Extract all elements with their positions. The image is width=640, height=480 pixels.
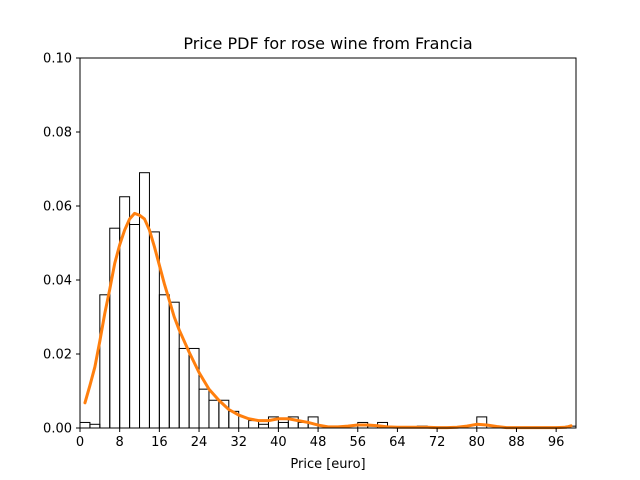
chart-title: Price PDF for rose wine from Francia: [183, 34, 472, 53]
y-tick-label: 0.04: [43, 274, 72, 289]
x-tick-label: 0: [76, 435, 84, 450]
axis-ticks: 0 8 16 24 32 40 48 56 64 72 80 88 96 0.00 0.02 0.04 0.06…: [43, 52, 564, 451]
x-tick-label: 64: [389, 435, 406, 450]
y-tick-label: 0.00: [43, 422, 72, 437]
x-tick-label: 72: [429, 435, 446, 450]
kde-curve: [83, 211, 573, 430]
x-tick-label: 56: [349, 435, 366, 450]
x-tick-label: 24: [191, 435, 208, 450]
x-tick-label: 32: [230, 435, 247, 450]
x-tick-label: 80: [469, 435, 486, 450]
y-tick-label: 0.02: [43, 348, 72, 363]
y-tick-label: 0.08: [43, 126, 72, 141]
x-tick-label: 96: [548, 435, 565, 450]
x-axis-label: Price [euro]: [290, 457, 365, 472]
plot-frame: [79, 57, 577, 429]
x-tick-label: 8: [116, 435, 124, 450]
x-tick-label: 48: [310, 435, 327, 450]
x-tick-label: 16: [151, 435, 168, 450]
x-tick-label: 40: [270, 435, 287, 450]
x-tick-label: 88: [508, 435, 525, 450]
y-tick-label: 0.06: [43, 200, 72, 215]
y-tick-label: 0.10: [43, 52, 72, 67]
